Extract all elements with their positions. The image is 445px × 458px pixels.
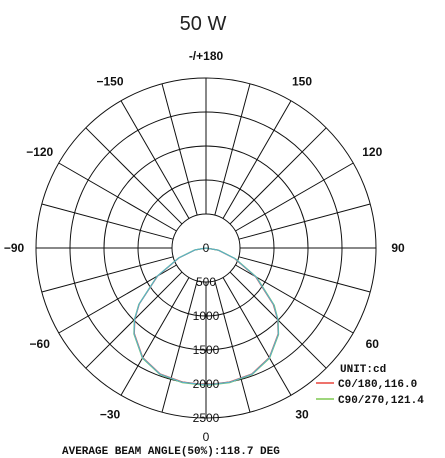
angle-tick-label: −60	[30, 337, 51, 351]
angle-tick-label: 120	[362, 145, 382, 159]
radial-tick-label: 2500	[193, 411, 220, 425]
radial-tick-label: 0	[203, 241, 210, 255]
grid-spoke	[86, 128, 182, 224]
grid-spoke	[59, 163, 177, 231]
legend-label: C90/270,121.4	[338, 395, 424, 407]
grid-spoke	[162, 84, 197, 215]
grid-spoke	[121, 101, 189, 219]
grid-spoke	[215, 281, 250, 412]
grid-spoke	[215, 84, 250, 215]
grid-spoke	[223, 101, 291, 219]
unit-label: UNIT:cd	[340, 364, 386, 376]
radial-tick-label: 1000	[193, 309, 220, 323]
angle-tick-label: −90	[4, 241, 25, 255]
grid-spoke	[235, 163, 353, 231]
angle-tick-label: −120	[26, 145, 53, 159]
legend: C0/180,116.0 C90/270,121.4	[316, 379, 424, 407]
grid-spoke	[223, 277, 291, 395]
angle-tick-label: 60	[366, 337, 380, 351]
grid-spoke	[230, 128, 326, 224]
grid-spoke	[239, 204, 370, 239]
grid-spoke	[239, 257, 370, 292]
beam-angle-footer: AVERAGE BEAM ANGLE(50%):118.7 DEG	[62, 446, 280, 458]
grid-spoke	[42, 204, 173, 239]
legend-label: C0/180,116.0	[338, 379, 417, 391]
angle-tick-label: 150	[292, 75, 312, 89]
angle-tick-label: 0	[203, 430, 210, 444]
radial-tick-label: 1500	[193, 343, 220, 357]
radial-tick-label: 2000	[193, 377, 220, 391]
chart-title: 50 W	[180, 13, 227, 35]
radial-tick-label: 500	[196, 275, 216, 289]
angle-tick-label: −150	[96, 75, 123, 89]
angle-tick-label: 30	[295, 407, 309, 421]
grid-spoke	[42, 257, 173, 292]
grid-spoke	[121, 277, 189, 395]
angle-tick-label: −30	[100, 407, 121, 421]
angle-tick-label: -/+180	[189, 49, 224, 63]
angle-tick-label: 90	[391, 241, 405, 255]
